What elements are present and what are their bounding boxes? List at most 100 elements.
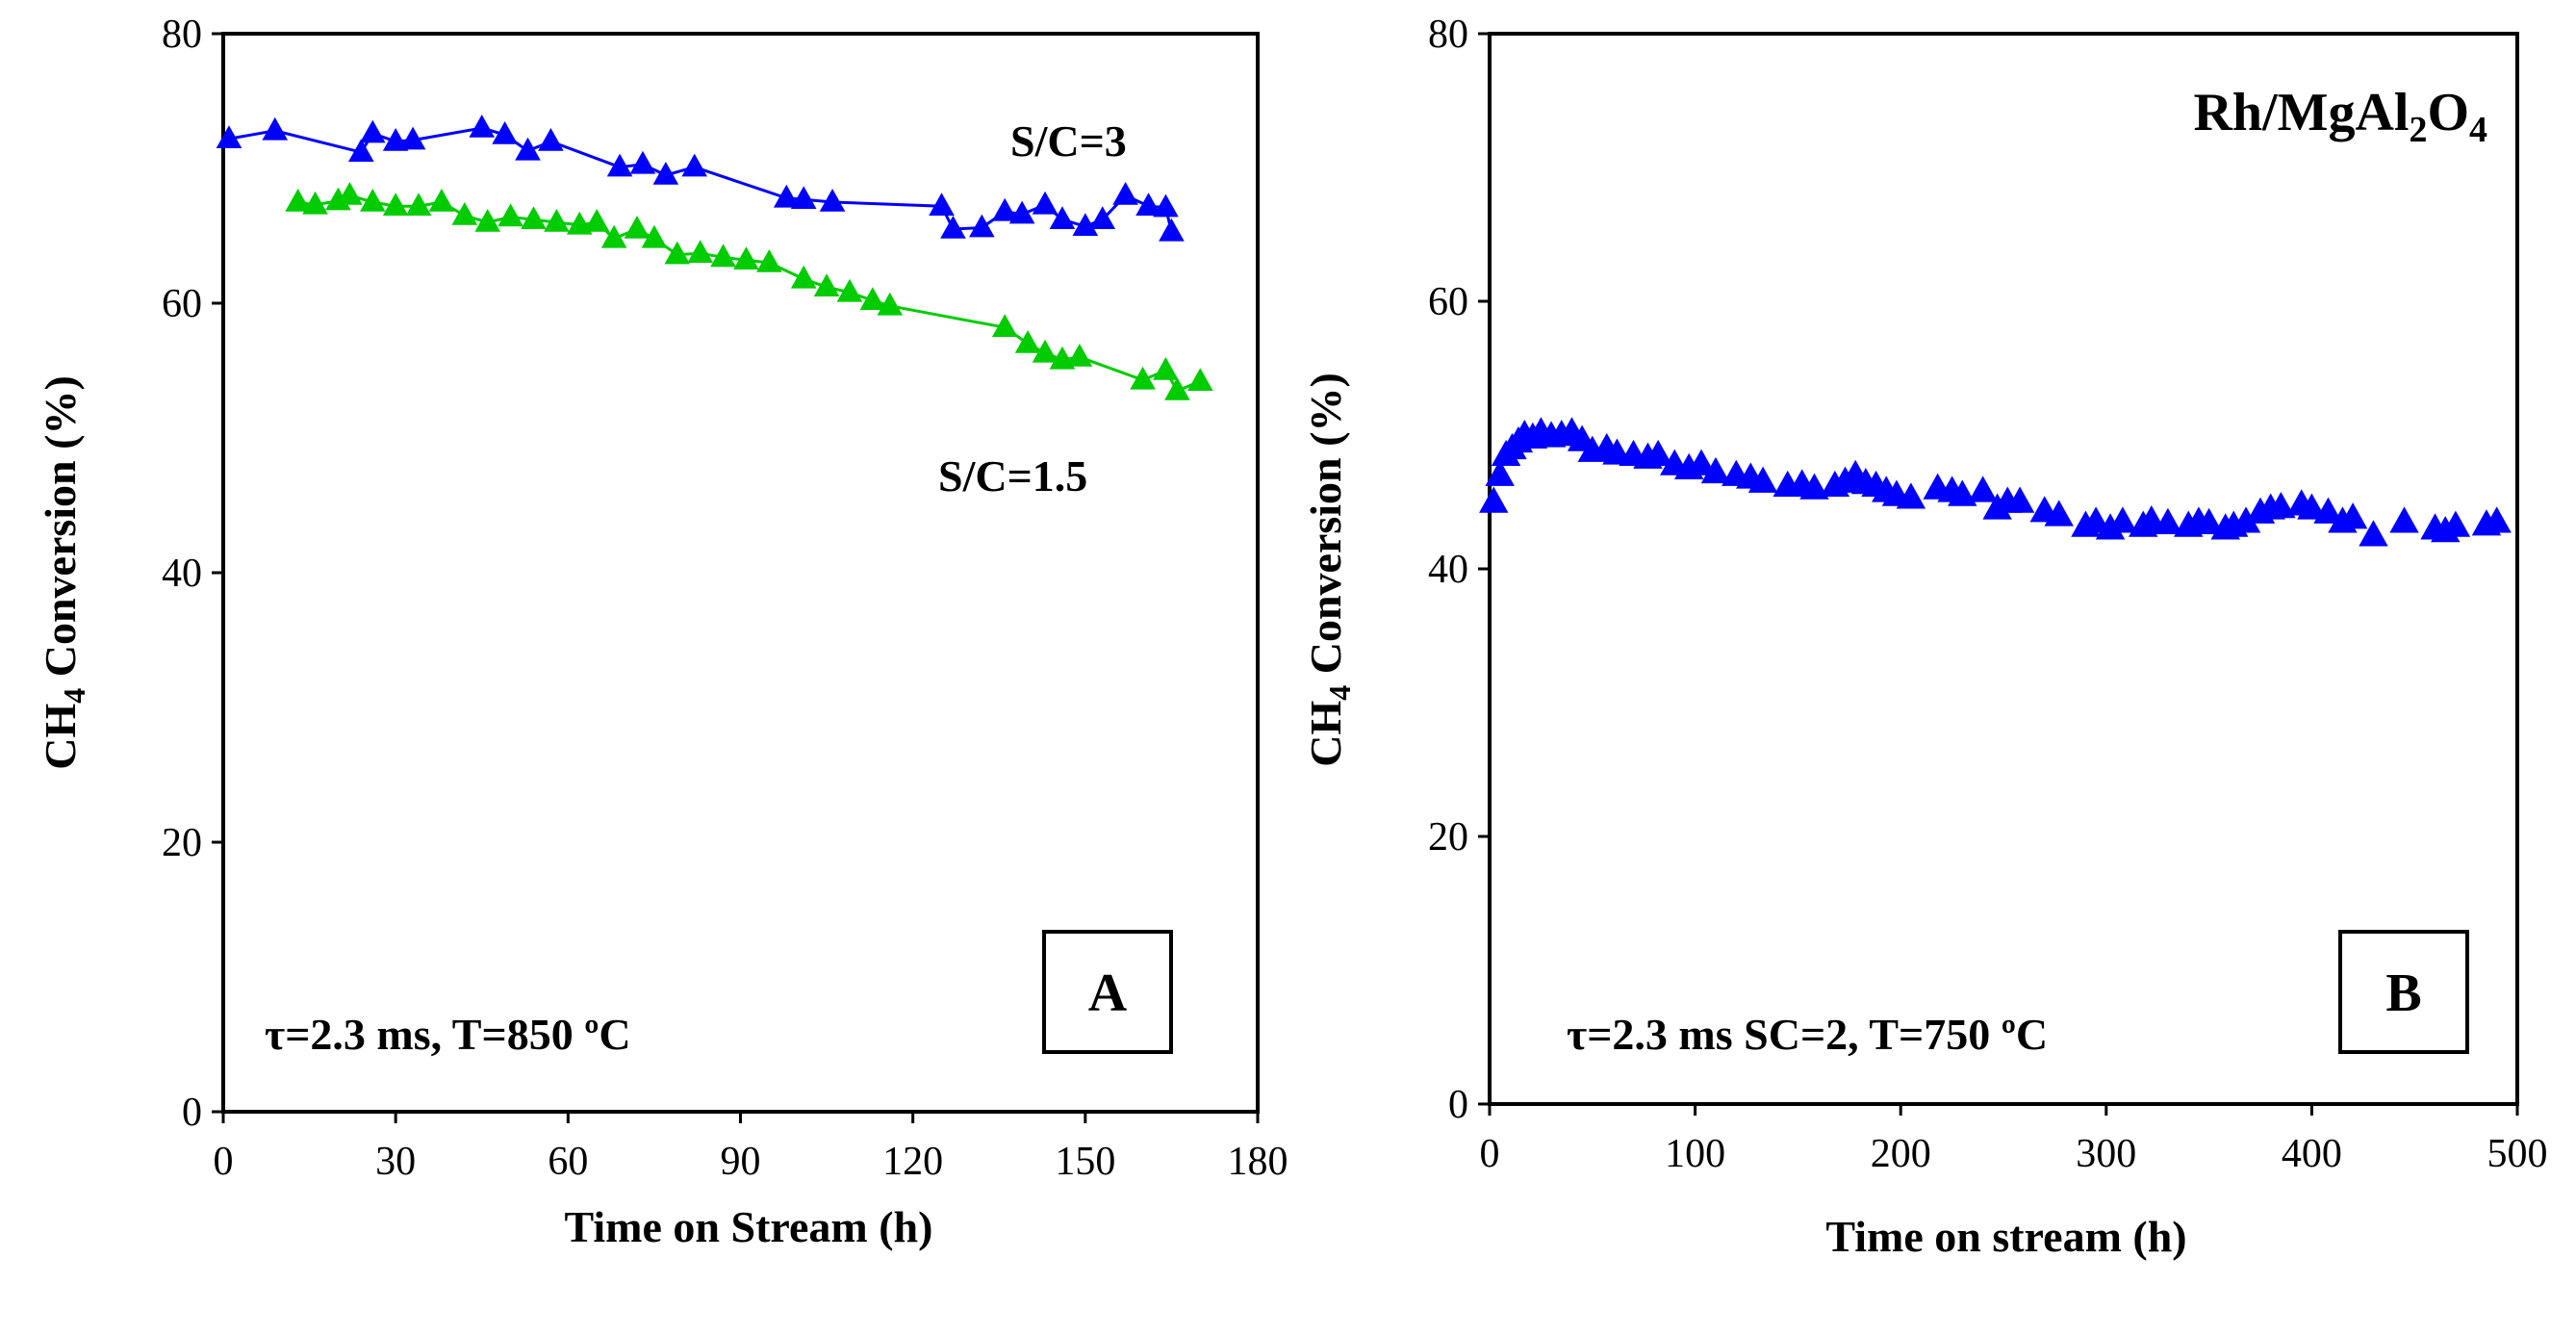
data-point-marker: [641, 224, 668, 248]
data-point-marker: [2389, 506, 2419, 533]
panel-a-y-axis-title: CH4 Conversion (%): [36, 375, 91, 770]
data-point-marker: [515, 137, 541, 161]
panel-b-y-axis-title: CH4 Conversion (%): [1301, 373, 1357, 767]
x-tick-label: 0: [214, 1140, 234, 1184]
data-point-marker: [1479, 486, 1509, 513]
data-point-marker: [382, 128, 409, 151]
panel-b-title-part-1: Rh/MgAl: [2193, 83, 2409, 142]
panel-a-x-ticks: 0 30 60 90 120 150 180: [214, 1112, 1288, 1184]
data-point-marker: [756, 249, 782, 272]
data-point-marker: [348, 139, 374, 162]
data-point-marker: [469, 115, 496, 138]
panel-a-label-box: [1042, 930, 1173, 1054]
data-point-marker: [538, 128, 564, 151]
y-tick-label: 80: [1428, 13, 1468, 57]
data-point-marker: [474, 209, 501, 232]
data-point-marker: [2004, 486, 2035, 513]
data-point-marker: [606, 153, 633, 177]
data-point-marker: [497, 203, 523, 227]
panel-a-label: A: [1088, 963, 1128, 1023]
data-point-marker: [819, 189, 846, 212]
panel-b-y-title-sub: 4: [1322, 685, 1357, 701]
data-point-marker: [2194, 507, 2224, 534]
data-point-marker: [1968, 475, 1998, 502]
x-tick-label: 120: [882, 1140, 943, 1184]
y-tick-label: 40: [1428, 548, 1468, 592]
data-point-marker: [2313, 497, 2343, 524]
data-point-marker: [1747, 466, 1778, 493]
data-point-marker: [399, 126, 426, 150]
x-tick-label: 300: [2076, 1132, 2136, 1176]
data-point-marker: [1089, 206, 1116, 229]
x-tick-label: 150: [1055, 1140, 1115, 1184]
data-point-marker: [1135, 193, 1161, 216]
data-point-marker: [1008, 200, 1035, 224]
data-point-marker: [583, 209, 610, 232]
x-tick-label: 180: [1228, 1140, 1288, 1184]
data-point-marker: [1014, 330, 1041, 353]
data-point-marker: [624, 216, 650, 239]
data-point-marker: [652, 162, 679, 185]
data-point-marker: [216, 125, 242, 148]
data-point-marker: [382, 193, 409, 216]
y-tick-label: 0: [1448, 1083, 1468, 1127]
data-point-marker: [1130, 366, 1156, 390]
data-point-marker: [1896, 482, 1926, 509]
data-point-marker: [836, 278, 863, 302]
y-tick-label: 60: [162, 282, 202, 326]
panel-a-series-label-sc3: S/C=3: [1010, 116, 1127, 166]
data-point-marker: [1153, 193, 1179, 218]
data-point-marker: [1049, 206, 1076, 229]
panel-b-x-ticks: 0 100 200 300 400 500: [1480, 1104, 2548, 1176]
panel-a-y-title-rest: Conversion (%): [36, 375, 85, 688]
data-point-marker: [1159, 218, 1185, 242]
x-tick-label: 100: [1665, 1132, 1725, 1176]
data-point-marker: [359, 119, 386, 143]
data-point-marker: [664, 241, 691, 265]
y-tick-label: 80: [162, 13, 202, 57]
data-point-marker: [302, 191, 328, 215]
data-point-marker: [2297, 493, 2327, 520]
panel-a-y-title-sub: 4: [57, 688, 91, 704]
x-tick-label: 0: [1480, 1132, 1500, 1176]
data-point-marker: [773, 184, 800, 208]
data-point-marker: [2231, 506, 2261, 533]
x-tick-label: 400: [2282, 1132, 2342, 1176]
data-point-marker: [859, 287, 886, 310]
panel-b-label-box: [2338, 930, 2469, 1054]
panel-b-chart: 0 20 40 60 80 0 100 200 300 400 500 Time on strea…: [1301, 13, 2548, 1261]
data-point-marker: [813, 273, 840, 296]
data-point-marker: [2044, 500, 2074, 527]
data-point-marker: [337, 182, 363, 205]
data-point-marker: [1686, 449, 1717, 475]
data-point-marker: [405, 193, 432, 216]
panel-b-plot-frame: [1488, 32, 2519, 1106]
data-point-marker: [428, 189, 455, 212]
data-point-marker: [2440, 510, 2471, 537]
data-point-marker: [790, 186, 817, 209]
panel-b-title: Rh/MgAl2O4: [2193, 83, 2487, 150]
data-point-marker: [451, 202, 478, 225]
panel-a-condition-text: τ=2.3 ms, T=850 ºC: [265, 1010, 631, 1059]
panel-b-label: B: [2385, 963, 2421, 1023]
data-point-marker: [991, 314, 1018, 337]
data-point-marker: [733, 246, 759, 270]
data-point-marker: [969, 214, 995, 238]
x-tick-label: 60: [548, 1140, 588, 1184]
data-point-marker: [1153, 357, 1179, 380]
data-point-marker: [1799, 473, 1829, 500]
data-point-marker: [790, 265, 817, 289]
data-point-marker: [2482, 506, 2512, 533]
y-tick-label: 40: [162, 552, 202, 596]
y-tick-label: 60: [1428, 280, 1468, 324]
data-point-marker: [2095, 513, 2126, 540]
data-point-marker: [929, 193, 955, 216]
panel-b-y-ticks: 0 20 40 60 80: [1428, 13, 1490, 1127]
data-point-marker: [600, 224, 627, 248]
panel-a-chart: 0 20 40 60 80 0 30 60 90 120 150 180 Time on Strea…: [36, 13, 1288, 1251]
x-tick-label: 30: [375, 1140, 416, 1184]
panel-b-condition-text: τ=2.3 ms SC=2, T=750 ºC: [1567, 1010, 2048, 1059]
data-point-marker: [1186, 368, 1213, 391]
data-point-marker: [492, 121, 518, 144]
data-point-marker: [2337, 502, 2368, 529]
